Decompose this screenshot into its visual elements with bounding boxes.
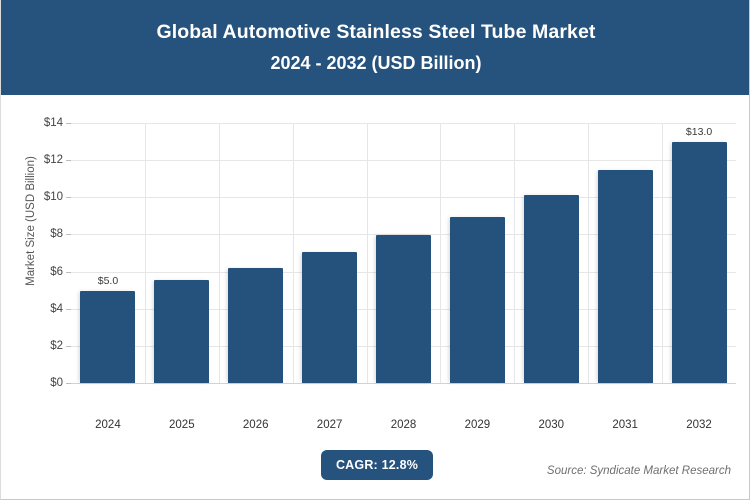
y-axis-tick-label: $4 bbox=[50, 302, 63, 315]
x-axis-tick-label: 2031 bbox=[612, 419, 638, 431]
y-axis-tick-mark bbox=[66, 345, 71, 347]
y-axis-tick-mark bbox=[66, 234, 71, 236]
x-axis-tick-label: 2028 bbox=[390, 419, 417, 431]
gridline bbox=[71, 160, 736, 162]
plot-area: $0 $2 $4 $6 $8 $10 $12 $14 $5.0 $13.0 2024 2025 20… bbox=[44, 117, 736, 431]
y-axis-title: Market Size (USD Billion) bbox=[25, 156, 37, 286]
y-axis-tick-label: $6 bbox=[50, 265, 63, 278]
y-axis-tick-label: $2 bbox=[50, 339, 63, 352]
category-separator bbox=[514, 123, 515, 383]
category-separator bbox=[367, 123, 368, 383]
chart-title-line-1: Global Automotive Stainless Steel Tube M… bbox=[156, 20, 596, 43]
chart-region: Market Size (USD Billion) $0 $2 $4 $6 $8 $10 $… bbox=[1, 95, 749, 499]
bar bbox=[449, 216, 505, 383]
y-axis-tick-label: $0 bbox=[50, 377, 63, 389]
x-axis-tick-label: 2027 bbox=[316, 419, 343, 431]
y-axis-tick-label: $12 bbox=[43, 154, 63, 167]
bar bbox=[154, 279, 210, 383]
category-separator bbox=[588, 123, 589, 383]
bar bbox=[597, 170, 653, 383]
y-axis-tick-mark bbox=[66, 160, 71, 162]
y-axis-tick-mark bbox=[66, 123, 71, 124]
cagr-badge: CAGR: 12.8% bbox=[321, 450, 433, 480]
bar-value-label: $5.0 bbox=[97, 275, 119, 288]
gridline bbox=[71, 197, 736, 199]
category-separator bbox=[219, 123, 220, 383]
gridline bbox=[71, 383, 736, 384]
x-axis-tick-label: 2025 bbox=[169, 419, 195, 431]
category-separator bbox=[662, 123, 663, 383]
bar-value-label: $13.0 bbox=[685, 125, 713, 138]
bar bbox=[302, 252, 358, 383]
x-axis-tick-label: 2026 bbox=[242, 419, 269, 431]
x-axis-tick-label: 2029 bbox=[464, 419, 491, 431]
y-axis-tick-mark bbox=[66, 383, 71, 384]
category-separator bbox=[293, 123, 294, 383]
gridline bbox=[71, 234, 736, 236]
bar bbox=[376, 235, 431, 383]
y-axis-tick-label: $10 bbox=[43, 191, 63, 204]
x-axis-tick-label: 2030 bbox=[538, 419, 565, 431]
bar bbox=[671, 141, 727, 383]
x-axis-tick-label: 2024 bbox=[95, 419, 121, 431]
bar bbox=[523, 195, 579, 383]
y-axis-tick-label: $14 bbox=[43, 117, 63, 129]
x-axis-tick-label: 2032 bbox=[686, 419, 712, 431]
y-axis-tick-mark bbox=[66, 197, 71, 199]
y-axis-tick-mark bbox=[66, 271, 71, 273]
bar bbox=[228, 267, 284, 383]
header-band: Global Automotive Stainless Steel Tube M… bbox=[1, 0, 749, 95]
chart-title-line-2: 2024 - 2032 (USD Billion) bbox=[270, 52, 482, 73]
bar bbox=[80, 291, 136, 383]
category-separator bbox=[440, 123, 441, 383]
y-axis-tick-label: $8 bbox=[50, 228, 63, 241]
y-axis-tick-mark bbox=[66, 308, 71, 310]
gridline bbox=[71, 123, 736, 124]
category-separator bbox=[145, 123, 146, 383]
source-note: Source: Syndicate Market Research bbox=[546, 465, 731, 477]
